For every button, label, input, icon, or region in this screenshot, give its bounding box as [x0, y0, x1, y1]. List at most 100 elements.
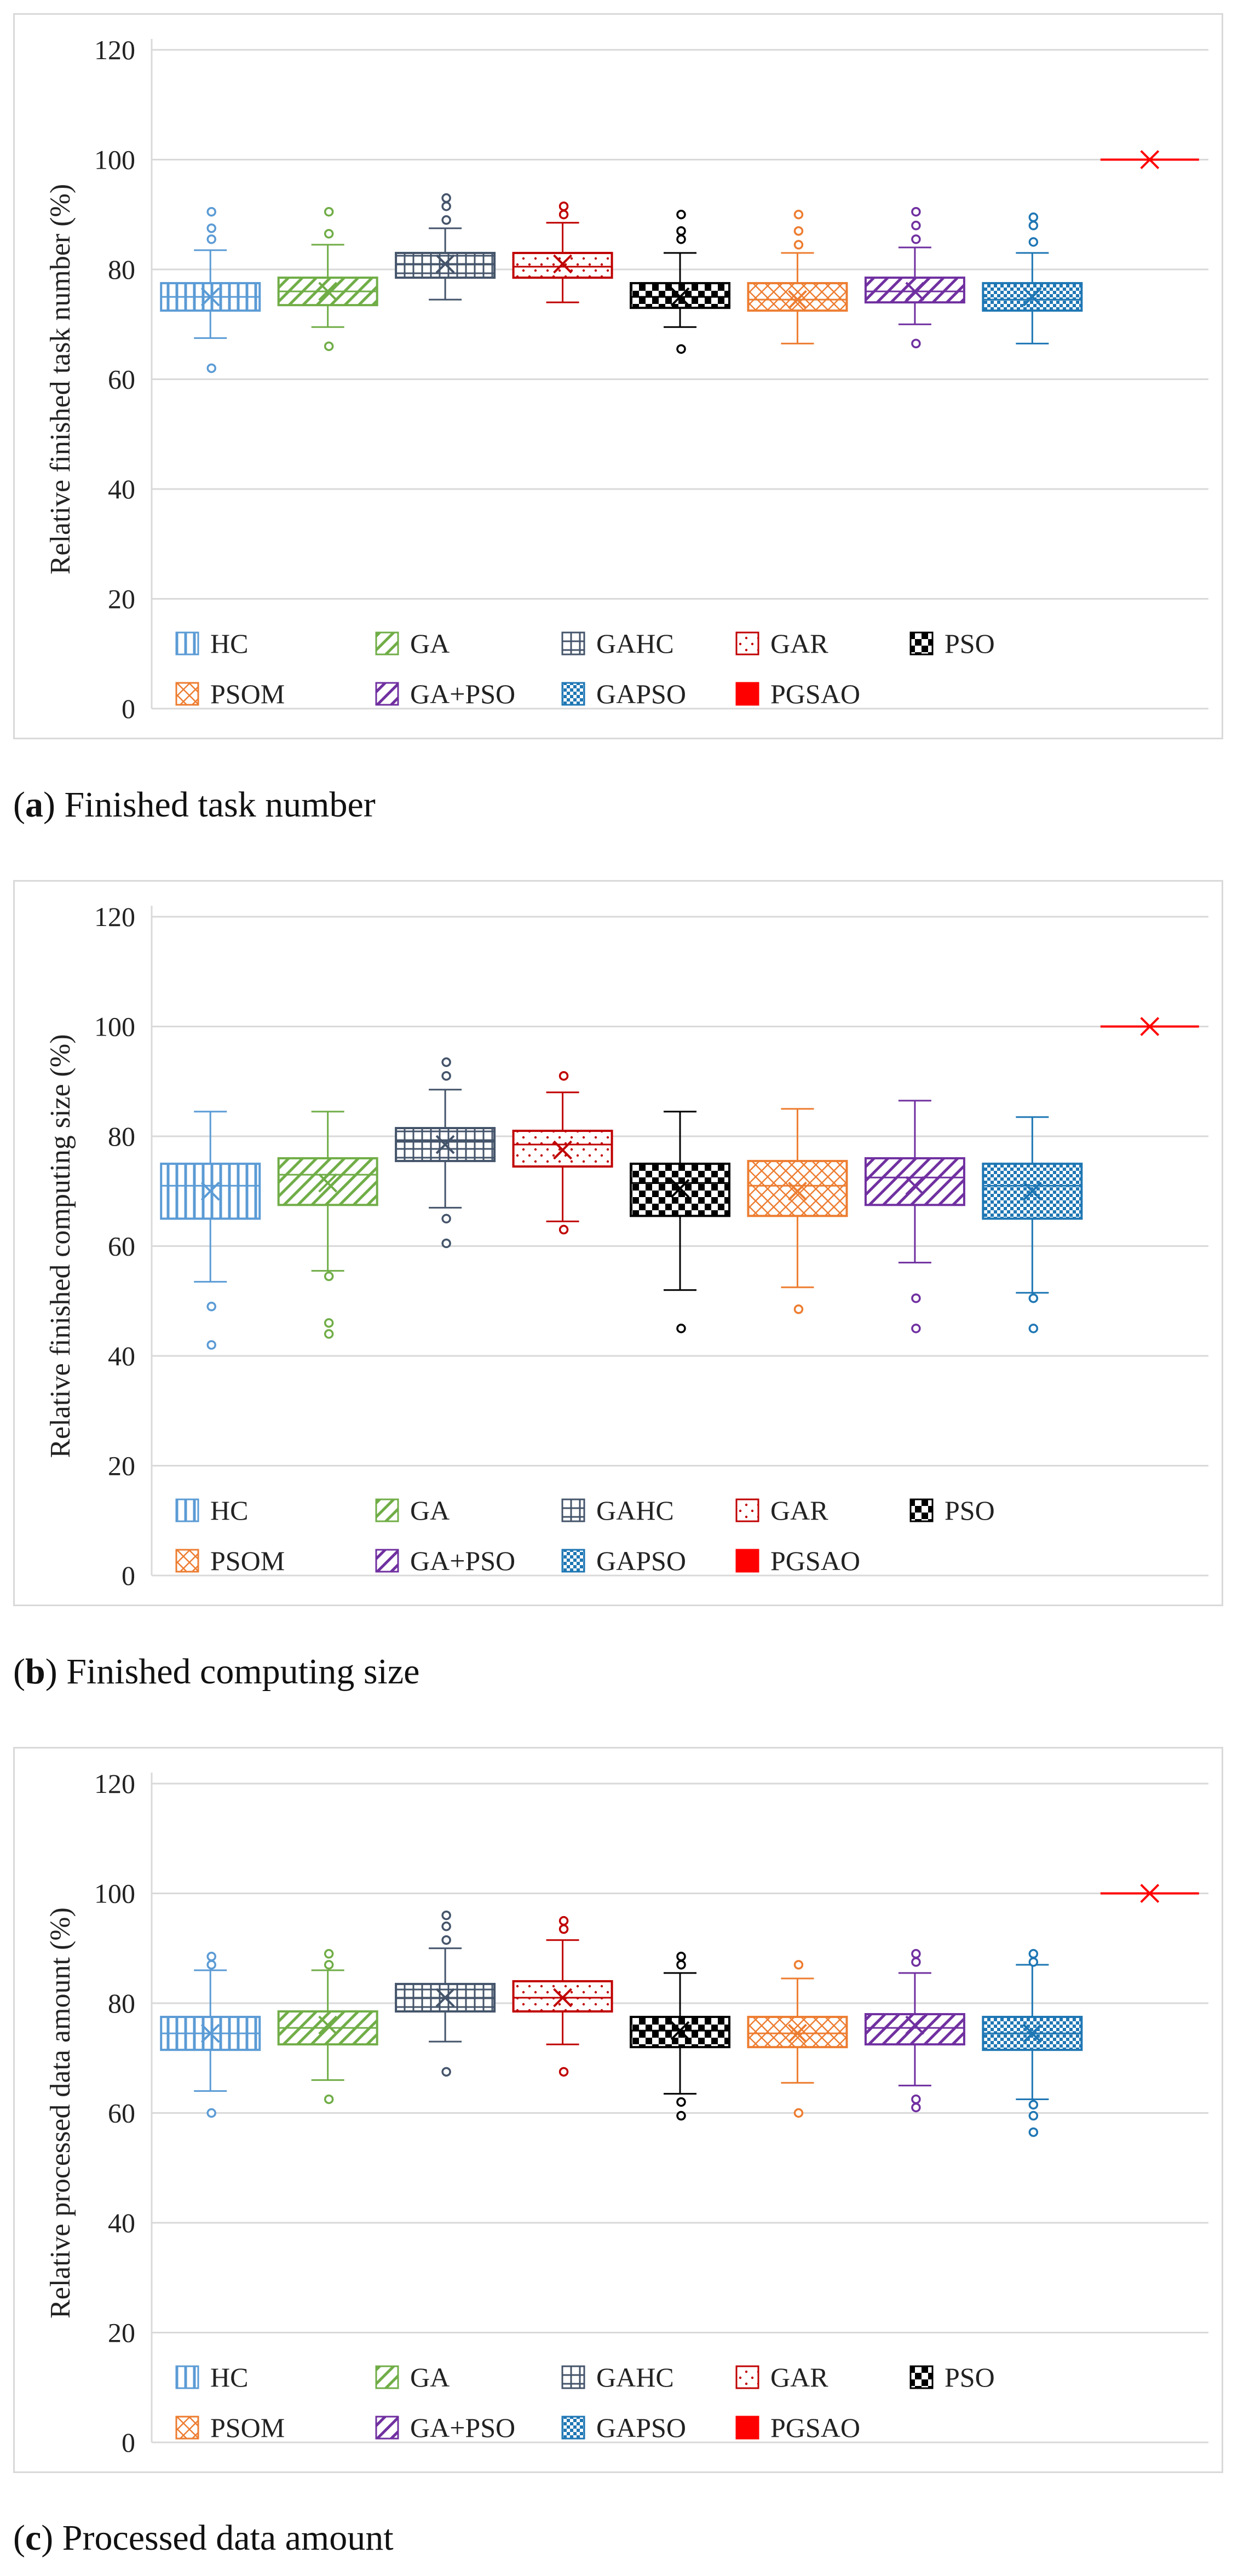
y-tick-label: 120 [94, 901, 135, 932]
outlier-point [911, 1293, 921, 1303]
legend-item-psom: PSOM [175, 2412, 285, 2443]
legend-swatch [175, 1549, 199, 1573]
outlier-point [676, 1952, 686, 1962]
outlier-point [558, 1916, 569, 1926]
box-ga-pso [864, 1949, 965, 2113]
legend-item-gapso: GAPSO [561, 1545, 686, 1576]
legend-swatch [735, 2416, 759, 2440]
chart-svg-b: 0 20 40 60 80 100 120 Relative finished computi… [45, 901, 1208, 1591]
outlier-point [324, 1271, 334, 1281]
mean-marker [1140, 1884, 1160, 1903]
outlier-point [441, 1935, 451, 1945]
box-psom [747, 1108, 848, 1314]
outlier-point [793, 226, 804, 236]
legend-swatch [375, 682, 399, 706]
legend-swatch [175, 2416, 199, 2440]
outlier-point [206, 1302, 216, 1312]
legend-label: PSOM [210, 679, 285, 709]
legend-item-psom: PSOM [175, 679, 285, 709]
legend-swatch [909, 631, 934, 656]
y-tick-label: 100 [94, 1011, 135, 1042]
box-hc [160, 206, 261, 373]
legend-swatch [561, 2416, 585, 2440]
legend-label: HC [210, 1495, 248, 1526]
legend-item-gahc: GAHC [561, 2362, 674, 2393]
box-body [747, 1160, 848, 1217]
legend-label: PSO [945, 1495, 995, 1526]
y-tick-label: 60 [108, 1231, 135, 1262]
outlier-point [206, 206, 216, 217]
mean-marker [435, 1988, 455, 2008]
legend-label: GA [410, 2362, 450, 2393]
y-axis-label: Relative processed data amount (%) [45, 1907, 76, 2319]
outlier-point [793, 1304, 804, 1314]
mean-marker [670, 1178, 690, 1198]
mean-marker [905, 2015, 925, 2035]
mean-marker [1022, 2023, 1042, 2043]
legend-swatch [175, 631, 199, 656]
box-ga [277, 1111, 378, 1339]
outlier-point [676, 344, 686, 354]
mean-marker [788, 1181, 807, 1201]
legend-item-pso: PSO [909, 2362, 995, 2393]
legend-swatch [175, 1498, 199, 1522]
outlier-point [911, 234, 921, 244]
outlier-point [1028, 237, 1039, 247]
legend-swatch [561, 1549, 585, 1573]
legend-label: GA [410, 628, 450, 659]
legend-swatch [735, 631, 759, 656]
outlier-point [441, 2067, 451, 2077]
outlier-point [911, 221, 921, 231]
box-ga-pso [864, 206, 965, 349]
mean-marker [670, 287, 690, 307]
mean-marker [318, 1173, 338, 1193]
y-axis-label: Relative finished computing size (%) [45, 1034, 76, 1458]
outlier-point [1028, 221, 1039, 231]
chart-svg-a: 0 20 40 60 80 100 120 Relative finished task nu… [45, 34, 1208, 724]
legend-item-hc: HC [175, 1495, 248, 1526]
outlier-point [558, 201, 569, 211]
y-tick-label: 80 [108, 1121, 135, 1152]
legend-swatch [735, 1549, 759, 1573]
caption-c: (c) Processed data amount [13, 2518, 394, 2558]
y-tick-label: 40 [108, 1341, 135, 1371]
y-tick-label: 60 [108, 364, 135, 395]
outlier-point [324, 1318, 334, 1328]
mean-marker [553, 1140, 572, 1160]
legend-swatch [561, 2365, 585, 2389]
caption-b: (b) Finished computing size [13, 1652, 420, 1692]
outlier-point [911, 206, 921, 217]
box-pso [630, 210, 730, 354]
legend-label: GA [410, 1495, 450, 1526]
outlier-point [324, 229, 334, 239]
legend-item-gahc: GAHC [561, 1495, 674, 1526]
box-psom [747, 1960, 848, 2118]
legend-label: PSO [945, 2362, 995, 2393]
legend-label: GAHC [596, 1495, 674, 1526]
legend-swatch [375, 631, 399, 656]
y-tick-label: 0 [122, 1560, 135, 1591]
outlier-point [911, 1949, 921, 1959]
outlier-point [206, 363, 216, 373]
legend-swatch [735, 2365, 759, 2389]
outlier-point [793, 1960, 804, 1970]
legend-swatch [375, 2365, 399, 2389]
outlier-point [324, 1960, 334, 1970]
legend-swatch [561, 631, 585, 656]
mean-marker [200, 1181, 220, 1201]
outlier-point [911, 338, 921, 349]
outlier-point [1028, 212, 1039, 222]
box-gapso [982, 212, 1083, 344]
legend-item-pgsao: PGSAO [735, 679, 860, 709]
outlier-point [558, 1224, 569, 1235]
y-axis-label: Relative finished task number (%) [45, 184, 76, 574]
legend-item-ga: GA [375, 1495, 450, 1526]
outlier-point [441, 1071, 451, 1081]
box-gapso [982, 1116, 1083, 1333]
box-body [864, 2013, 965, 2046]
mean-marker [318, 281, 338, 301]
legend-label: HC [210, 628, 248, 659]
y-tick-label: 120 [94, 34, 135, 65]
legend-item-gapso: GAPSO [561, 679, 686, 709]
outlier-point [558, 1071, 569, 1081]
